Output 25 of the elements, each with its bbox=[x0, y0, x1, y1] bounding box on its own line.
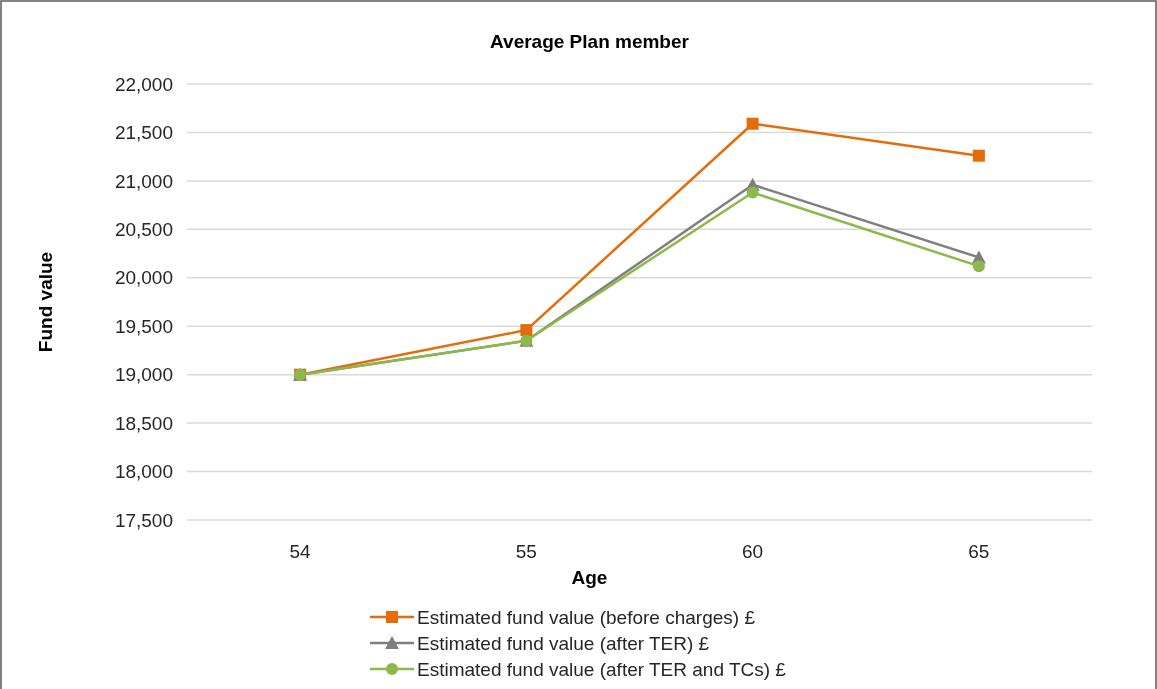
y-tick-label: 17,500 bbox=[114, 509, 173, 531]
y-tick-label: 20,500 bbox=[114, 218, 173, 240]
legend-label: Estimated fund value (after TER) £ bbox=[417, 632, 710, 654]
y-axis-title: Fund value bbox=[35, 251, 56, 353]
point bbox=[972, 260, 985, 273]
point bbox=[746, 117, 759, 130]
point bbox=[520, 324, 533, 337]
y-tick-label: 20,000 bbox=[114, 267, 173, 289]
x-tick-label: 60 bbox=[742, 541, 764, 562]
x-axis-title: Age bbox=[571, 567, 608, 588]
chart-title: Average Plan member bbox=[490, 31, 690, 52]
legend-label: Estimated fund value (after TER and TCs) £ bbox=[417, 658, 787, 680]
y-tick-label: 18,500 bbox=[114, 412, 173, 434]
x-tick-label: 54 bbox=[289, 541, 312, 562]
y-tick-label: 18,000 bbox=[114, 461, 173, 483]
y-tick-label: 22,000 bbox=[114, 73, 173, 95]
point bbox=[972, 149, 985, 162]
y-tick-label: 21,000 bbox=[114, 170, 173, 192]
legend-label: Estimated fund value (before charges) £ bbox=[417, 606, 756, 628]
y-tick-label: 19,500 bbox=[114, 315, 173, 337]
x-tick-label: 55 bbox=[515, 541, 537, 562]
x-tick-label: 65 bbox=[968, 541, 990, 562]
point bbox=[746, 186, 759, 199]
y-tick-label: 21,500 bbox=[114, 122, 173, 144]
y-tick-label: 19,000 bbox=[114, 364, 173, 386]
